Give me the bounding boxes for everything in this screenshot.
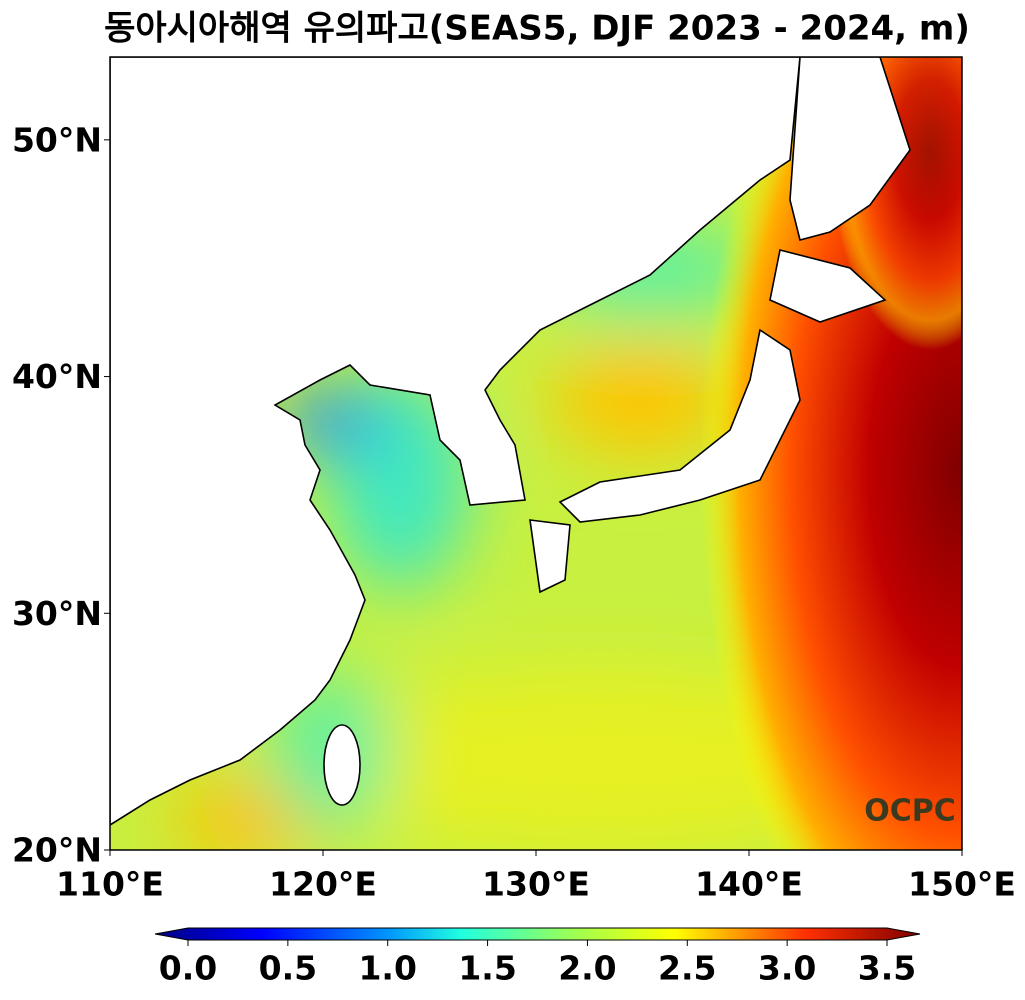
land [789,57,911,241]
logo: OCPC [864,794,956,829]
colorbar-tick-label: 0.5 [259,949,317,988]
land [529,519,571,594]
map-field [110,57,962,850]
x-tick-label: 110°E [56,865,164,904]
land [323,724,361,806]
x-tick-label: 150°E [908,865,1016,904]
x-tick-label: 120°E [269,865,377,904]
colorbar-tick-label: 2.5 [658,949,716,988]
y-tick-label: 30°N [12,594,102,633]
y-tick-label: 50°N [12,120,102,159]
colorbar-tick-label: 2.0 [558,949,616,988]
colorbar-tick-label: 1.5 [458,949,516,988]
land [558,328,801,523]
colorbar-tick-label: 1.0 [358,949,416,988]
colorbar-tick-label: 3.5 [858,949,916,988]
colorbar-tick-label: 3.0 [758,949,816,988]
colorbar [154,927,921,941]
x-tick-label: 130°E [482,865,590,904]
land [769,249,887,323]
colorbar-tick-label: 0.0 [159,949,217,988]
title: 동아시아해역 유의파고(SEAS5, DJF 2023 - 2024, m) [104,9,970,49]
land [110,57,801,826]
y-tick-label: 20°N [12,831,102,870]
y-tick-label: 40°N [12,357,102,396]
x-tick-label: 140°E [695,865,803,904]
